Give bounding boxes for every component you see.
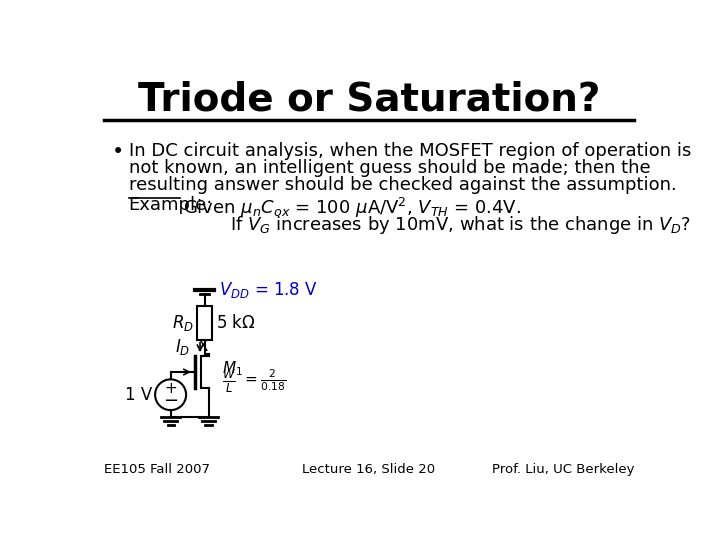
Text: Given $\mu_n C_{ox}$ = 100 $\mu$A/V$^2$, $V_{TH}$ = 0.4V.: Given $\mu_n C_{ox}$ = 100 $\mu$A/V$^2$,… [183,195,521,220]
Text: If $V_G$ increases by 10mV, what is the change in $V_D$?: If $V_G$ increases by 10mV, what is the … [230,214,690,236]
Text: Lecture 16, Slide 20: Lecture 16, Slide 20 [302,463,436,476]
Text: $V_{DD}$ = 1.8 V: $V_{DD}$ = 1.8 V [219,280,318,300]
Text: $\frac{W}{L}$: $\frac{W}{L}$ [222,368,235,395]
Text: •: • [112,142,124,162]
Text: EE105 Fall 2007: EE105 Fall 2007 [104,463,210,476]
Text: Prof. Liu, UC Berkeley: Prof. Liu, UC Berkeley [492,463,634,476]
Text: $= \frac{2}{0.18}$: $= \frac{2}{0.18}$ [242,367,287,393]
Text: +: + [164,381,177,396]
Text: not known, an intelligent guess should be made; then the: not known, an intelligent guess should b… [129,159,650,177]
Text: Example:: Example: [129,195,213,214]
Text: In DC circuit analysis, when the MOSFET region of operation is: In DC circuit analysis, when the MOSFET … [129,142,691,160]
Text: −: − [163,392,178,410]
Text: 5 k$\Omega$: 5 k$\Omega$ [215,314,255,332]
Text: $I_D$: $I_D$ [176,338,191,357]
Text: X: X [197,339,207,354]
Text: $R_D$: $R_D$ [172,313,194,333]
FancyBboxPatch shape [197,306,212,340]
Text: resulting answer should be checked against the assumption.: resulting answer should be checked again… [129,176,677,194]
Text: 1 V: 1 V [125,386,152,404]
Text: $M_1$: $M_1$ [222,359,243,377]
Text: Triode or Saturation?: Triode or Saturation? [138,80,600,118]
